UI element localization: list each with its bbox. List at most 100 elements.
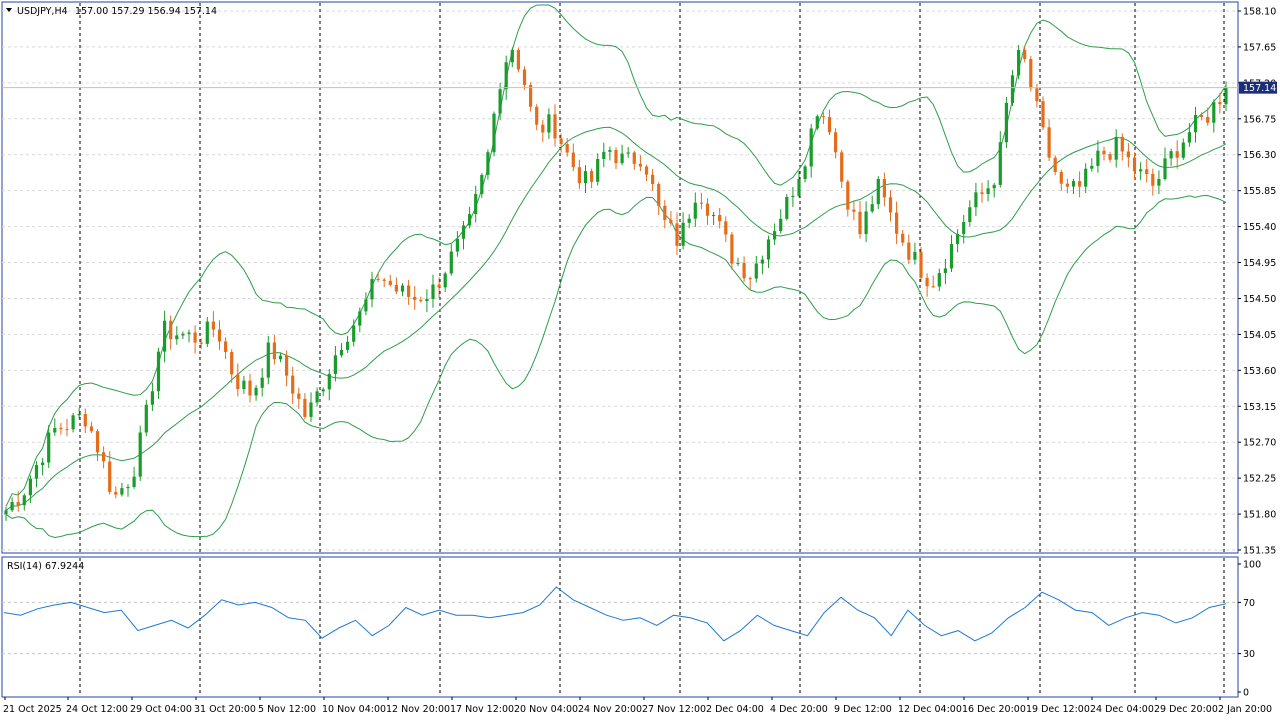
candle: [77, 407, 81, 420]
candle-body: [1023, 49, 1027, 60]
candle-body: [669, 219, 673, 224]
candle-body: [199, 342, 203, 344]
candle: [285, 350, 289, 387]
rsi-title: RSI(14) 67.9244: [7, 561, 84, 572]
candle: [376, 272, 380, 283]
price-tick-label: 154.05: [1243, 330, 1276, 341]
candle-body: [1059, 172, 1063, 184]
candle-body: [138, 432, 142, 477]
candle-body: [480, 174, 484, 194]
time-tick-label: 10 Nov 04:00: [322, 704, 386, 715]
price-panel[interactable]: [1, 1, 1239, 554]
candle-body: [1212, 102, 1216, 123]
time-tick-label: 19 Dec 12:00: [1026, 704, 1090, 715]
time-tick-label: 17 Nov 12:00: [450, 704, 514, 715]
candle: [876, 176, 880, 209]
candle-body: [760, 259, 764, 264]
candle-body: [632, 152, 636, 164]
candle-body: [699, 202, 703, 204]
candle-body: [1053, 157, 1057, 173]
candle-body: [949, 243, 954, 269]
candle: [992, 182, 996, 198]
candle-body: [346, 341, 350, 350]
candle-body: [1108, 154, 1112, 160]
candle: [242, 375, 246, 394]
candle: [230, 349, 234, 383]
candle-body: [10, 501, 14, 511]
candle: [644, 164, 649, 182]
candle: [1212, 99, 1216, 133]
candle: [89, 421, 93, 434]
candle-body: [797, 179, 801, 196]
candle-body: [108, 461, 112, 492]
candle-body: [834, 132, 838, 153]
time-tick-label: 31 Oct 20:00: [194, 704, 256, 715]
candle: [474, 185, 478, 223]
candle: [419, 296, 423, 303]
candle-body: [962, 221, 966, 235]
candle-body: [1206, 116, 1210, 123]
candle-body: [77, 414, 81, 416]
candle-body: [1071, 181, 1076, 187]
candle: [602, 142, 606, 168]
candle: [614, 147, 618, 170]
candle-body: [1047, 127, 1051, 158]
candle: [1139, 162, 1143, 181]
time-tick-label: 5 Nov 12:00: [258, 704, 316, 715]
candle: [449, 244, 453, 276]
candle: [529, 82, 533, 112]
candle: [1193, 106, 1198, 143]
time-axis: 21 Oct 2025 24 Oct 12:00 29 Oct 04:00 31 Oc…: [3, 697, 1272, 715]
candle: [974, 182, 978, 217]
candle: [742, 256, 746, 283]
candle: [888, 190, 893, 222]
candle-body: [541, 124, 545, 133]
candle-body: [852, 209, 856, 212]
rsi-panel[interactable]: [1, 556, 1239, 698]
price-tick-label: 156.75: [1243, 114, 1276, 125]
candle-body: [1078, 181, 1082, 187]
candle: [907, 234, 911, 265]
candle-body: [181, 333, 185, 336]
candle-body: [224, 341, 228, 353]
time-tick-label: 9 Dec 12:00: [834, 704, 892, 715]
candle-body: [565, 144, 569, 153]
candle-body: [705, 203, 710, 216]
candle: [95, 429, 100, 462]
candle-body: [242, 380, 246, 390]
candle-body: [419, 299, 423, 302]
candle: [1126, 143, 1130, 168]
candle-body: [315, 391, 319, 403]
candle-body: [529, 84, 533, 107]
candle: [986, 180, 990, 202]
candle-body: [193, 332, 197, 343]
candle: [937, 268, 941, 292]
time-tick-label: 24 Nov 20:00: [578, 704, 642, 715]
candle: [608, 146, 612, 161]
candle: [1218, 92, 1222, 114]
candle-body: [516, 50, 520, 70]
candle: [638, 155, 642, 172]
candle: [1169, 148, 1173, 167]
candle: [510, 47, 514, 68]
candle-body: [187, 332, 191, 334]
candle-body: [217, 329, 222, 342]
bollinger-middle-band: [5, 126, 1227, 511]
candle: [211, 311, 215, 338]
candle-body: [858, 211, 862, 235]
candle: [16, 491, 20, 512]
candle: [541, 120, 545, 142]
candle-body: [407, 285, 411, 297]
candle: [962, 215, 966, 244]
candle-body: [260, 377, 264, 388]
triangle-down-icon[interactable]: [6, 8, 12, 12]
candle: [791, 187, 795, 207]
candle-body: [596, 158, 600, 182]
candle: [254, 385, 258, 401]
candle: [193, 325, 197, 354]
candle: [41, 457, 45, 476]
candle: [803, 164, 807, 183]
candle: [773, 223, 777, 245]
candle-body: [254, 387, 258, 396]
